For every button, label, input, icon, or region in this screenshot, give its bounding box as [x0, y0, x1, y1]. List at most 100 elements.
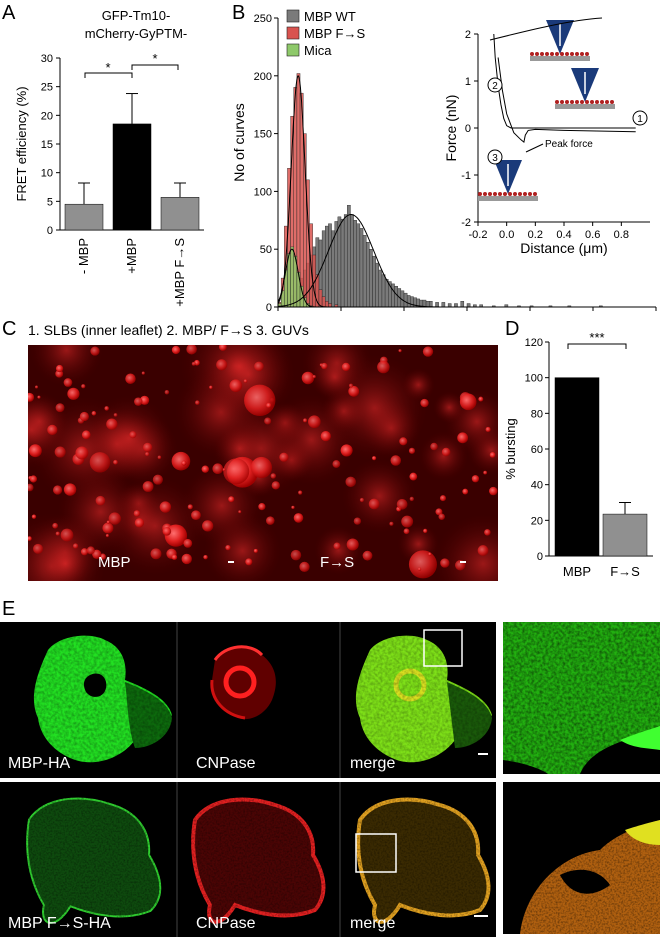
b-hist-bar	[447, 303, 452, 308]
row2-label-1: MBP F→S-HA	[8, 915, 111, 932]
guv-vesicle	[320, 431, 331, 442]
b-hist-bar	[410, 296, 414, 308]
afm-molecule	[545, 52, 549, 56]
afm-molecule	[560, 100, 564, 104]
guv-vesicle	[298, 490, 303, 495]
guv-vesicle	[428, 552, 432, 556]
b-hist-bar	[403, 292, 408, 308]
b-hist-bar	[321, 296, 326, 308]
guv-background-blob	[57, 468, 144, 555]
guv-vesicle	[398, 349, 402, 353]
afm-molecule	[508, 192, 512, 196]
afm-molecule	[533, 192, 537, 196]
afm-molecule	[530, 52, 534, 56]
inset-y-tick-label: 2	[465, 29, 471, 41]
b-y-tick-label: 200	[254, 71, 272, 83]
d-category-label: MBP	[563, 564, 591, 579]
a-bar	[64, 203, 104, 231]
guv-vesicle	[102, 522, 114, 534]
guv-vesicle	[409, 472, 418, 481]
b-hist-bar	[359, 228, 364, 308]
b-hist-bar	[372, 255, 376, 308]
b-hist-bar	[384, 279, 389, 308]
sig-stars-d: ***	[589, 330, 604, 345]
afm-molecule	[610, 100, 614, 104]
guv-vesicle	[72, 543, 79, 549]
afm-molecule	[575, 100, 579, 104]
guv-vesicle	[34, 385, 39, 389]
guv-vesicle	[359, 497, 365, 503]
guv-vesicle	[201, 465, 209, 473]
panel-a-title-line1: GFP-Tm10-	[102, 8, 171, 23]
b-x-tick-label: 1.5	[459, 314, 474, 315]
a-y-tick-label: 0	[47, 225, 53, 237]
sig-star-1: *	[105, 60, 110, 75]
b-hist-bar	[454, 303, 458, 308]
panel-label-d: D	[505, 318, 520, 340]
guv-vesicle	[225, 544, 231, 551]
guv-vesicle	[478, 396, 484, 402]
row1-scale-bar	[478, 753, 488, 755]
a-y-tick-label: 5	[47, 196, 53, 208]
afm-molecule	[535, 52, 539, 56]
guv-vesicle	[91, 411, 97, 416]
guv-vesicle	[293, 513, 304, 523]
guv-vesicle	[368, 498, 380, 510]
guv-vesicle	[362, 550, 373, 561]
sig-bracket-2	[131, 64, 179, 70]
guv-vesicle	[420, 398, 429, 408]
guv-vesicle	[143, 442, 153, 452]
d-y-tick-label: 60	[531, 444, 543, 456]
row2-mbp-fs-cell	[20, 790, 170, 930]
afm-molecule	[575, 52, 579, 56]
scale-bar-left	[228, 561, 234, 563]
guv-vesicle	[219, 345, 227, 351]
guv-background-blob	[29, 345, 103, 387]
guv-vesicle	[181, 553, 192, 565]
row2-merge-cell	[350, 790, 495, 930]
d-y-tick-label: 40	[531, 480, 543, 492]
b-hist-bar	[391, 283, 395, 308]
row1-cnpase-cell	[210, 645, 276, 720]
guv-vesicle	[459, 393, 477, 411]
guv-vesicle	[67, 387, 80, 400]
inset-curve	[497, 57, 636, 143]
guv-vesicle	[29, 475, 38, 483]
guv-vesicle	[195, 400, 200, 405]
guv-vesicle	[95, 495, 106, 506]
peak-force-label: Peak force	[545, 139, 593, 150]
a-y-tick-label: 25	[41, 82, 53, 94]
b-hist-bar	[375, 262, 379, 308]
guv-vesicle	[159, 501, 172, 513]
b-hist-bar	[369, 248, 373, 308]
b-hist-bar	[378, 269, 383, 308]
panel-d-chart: 0 20 40 60 80 100 120 % bursting MBP F→S ***	[505, 330, 653, 579]
guv-vesicle	[89, 452, 111, 473]
guv-vesicle	[254, 361, 264, 372]
guv-vesicle	[37, 395, 41, 399]
guv-vesicle	[203, 554, 208, 560]
guv-vesicle	[377, 360, 390, 374]
guv-vesicle	[55, 403, 65, 413]
guv-vesicle	[183, 538, 193, 548]
guv-vesicle	[162, 526, 172, 536]
guv-vesicle	[80, 548, 89, 556]
afm-molecule	[528, 192, 532, 196]
panel-a-chart: GFP-Tm10- mCherry-GyPTM- 0 5 10 15 20 25 30 FRE…	[14, 8, 204, 307]
sig-bracket-d	[567, 343, 627, 349]
guv-vesicle	[253, 548, 258, 553]
inset-y-tick-label: 1	[465, 76, 471, 88]
guv-vesicle	[129, 431, 137, 439]
panel-label-a: A	[2, 2, 16, 24]
a-category-label: +MBP	[124, 238, 139, 274]
guv-vesicle	[142, 481, 154, 492]
guv-vesicle	[485, 426, 491, 432]
d-y-tick-label: 80	[531, 408, 543, 420]
inset-x-tick-label: 0.0	[499, 229, 514, 241]
guv-vesicle	[150, 548, 162, 560]
guv-vesicle	[308, 415, 321, 429]
b-hist-bar	[460, 301, 465, 308]
guv-vesicle	[28, 483, 34, 492]
guv-vesicle	[290, 549, 302, 561]
guv-vesicle	[346, 538, 359, 551]
